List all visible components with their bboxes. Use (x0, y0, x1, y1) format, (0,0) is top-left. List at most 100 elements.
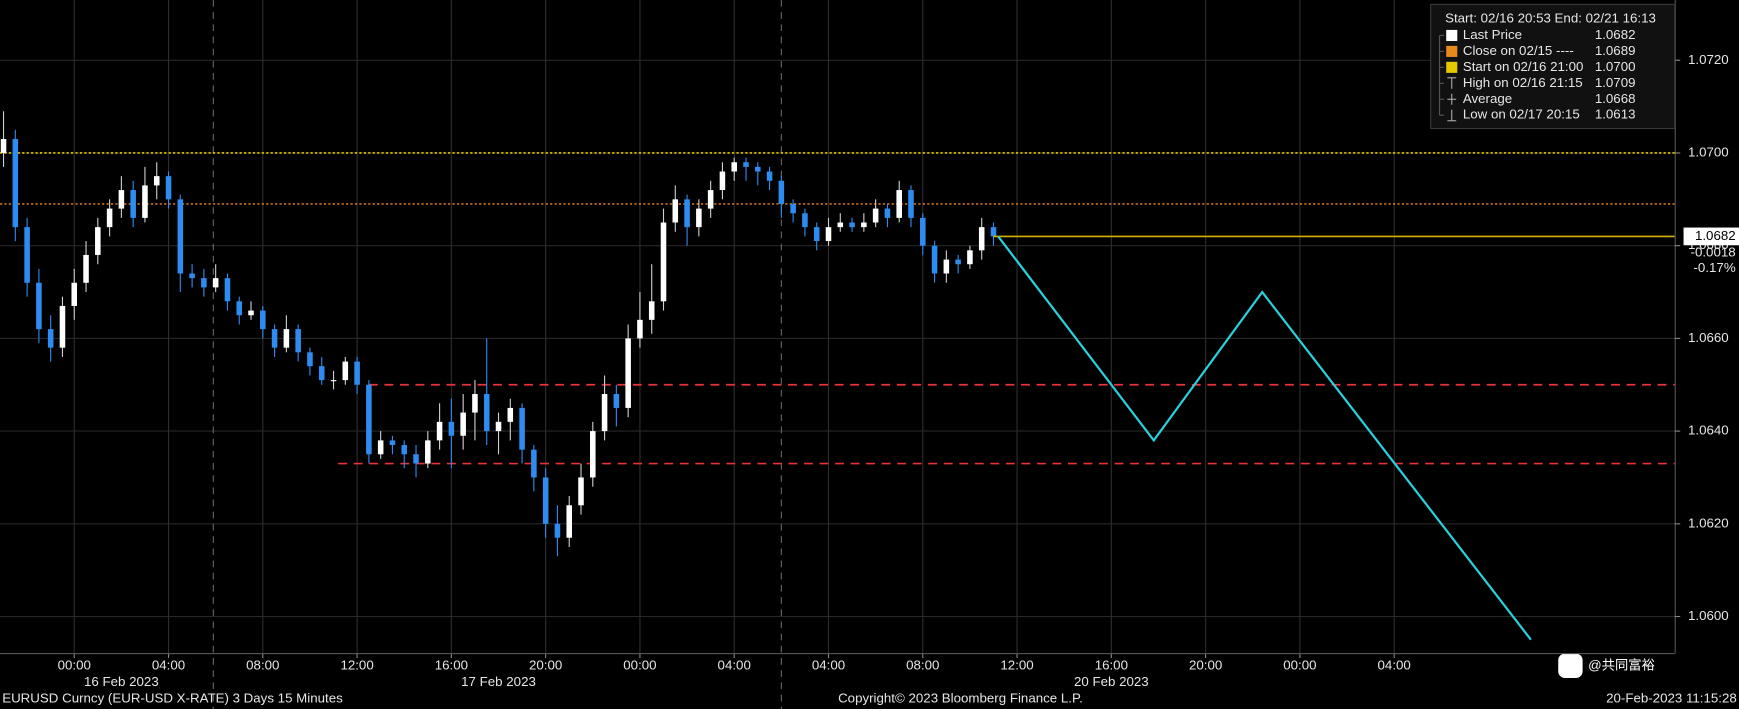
candle-body (295, 329, 301, 353)
candle-body (637, 319, 643, 339)
candle-body (601, 394, 608, 432)
candle-body (684, 199, 690, 228)
legend-swatch (1446, 29, 1458, 41)
candle-body (943, 259, 950, 274)
legend-name: Low on 02/17 20:15 (1463, 107, 1580, 122)
legend-value: 1.0668 (1595, 91, 1636, 106)
candle-body (755, 166, 761, 172)
candle-body (153, 176, 160, 186)
candle-body (519, 407, 525, 450)
candle-body (542, 477, 549, 524)
legend-name: Close on 02/15 ---- (1463, 43, 1574, 58)
x-tick-label: 00:00 (623, 657, 656, 672)
legend-name: High on 02/16 21:15 (1463, 75, 1583, 90)
candle-body (967, 250, 973, 265)
candle-body (36, 282, 42, 330)
candle-body (861, 222, 867, 228)
y-tick-label: 1.0720 (1688, 52, 1729, 67)
candle-body (625, 338, 631, 408)
candle-body (95, 227, 101, 255)
candle-body (318, 366, 325, 381)
y-tick-label: 1.0620 (1688, 515, 1729, 530)
candle-body (990, 227, 997, 237)
candle-body (648, 301, 655, 320)
right-axis-line (1674, 0, 1676, 654)
candle-body (236, 301, 243, 316)
candle-body (707, 190, 714, 209)
watermark-badge (1558, 653, 1583, 678)
candle-body (59, 305, 66, 348)
watermark: @共同富裕 (1588, 656, 1655, 672)
candle-body (837, 222, 844, 228)
legend-value: 1.0689 (1595, 43, 1636, 58)
candle-body (271, 329, 278, 348)
candle-body (578, 477, 584, 506)
candle-body (566, 505, 572, 538)
candle-body (931, 245, 938, 274)
legend-value: 1.0709 (1595, 75, 1636, 90)
candle-body (201, 278, 207, 288)
legend-header: Start: 02/16 20:53 End: 02/21 16:13 (1445, 10, 1656, 25)
candle-body (212, 278, 219, 288)
x-tick-label: 00:00 (1283, 657, 1316, 672)
legend-swatch (1446, 45, 1458, 57)
x-tick-label: 04:00 (812, 657, 845, 672)
candle-body (142, 185, 148, 218)
candle-body (849, 222, 855, 228)
candle-body (342, 361, 349, 381)
candle-body (12, 139, 19, 228)
candle-body (436, 421, 443, 441)
candle-body (978, 227, 985, 251)
candle-body (24, 227, 30, 283)
candle-body (425, 440, 431, 464)
candle-body (531, 449, 537, 478)
candle-body (908, 190, 914, 218)
candle-body (778, 180, 785, 204)
change-pct-label: -0.17% (1694, 260, 1736, 275)
candle-body (696, 208, 702, 228)
candle-body (813, 227, 820, 242)
date-label: 20 Feb 2023 (1074, 674, 1149, 689)
candle-body (118, 190, 125, 209)
candle-body (130, 190, 136, 218)
candle-body (790, 203, 796, 214)
candle-body (766, 171, 773, 181)
candle-body (672, 199, 679, 223)
footer-copyright: Copyright© 2023 Bloomberg Finance L.P. (838, 691, 1083, 706)
candle-body (71, 282, 78, 306)
x-tick-label: 08:00 (906, 657, 939, 672)
candle-body (0, 139, 7, 153)
y-tick-label: 1.0660 (1688, 330, 1729, 345)
candle-body (872, 208, 879, 223)
y-tick-label: 1.0640 (1688, 423, 1729, 438)
candle-body (731, 162, 737, 172)
candle-body (377, 440, 384, 455)
candle-body (189, 273, 195, 279)
x-tick-label: 08:00 (246, 657, 279, 672)
legend-value: 1.0700 (1595, 59, 1636, 74)
candle-body (448, 421, 455, 436)
legend-name: Last Price (1463, 27, 1522, 42)
candle-body (719, 171, 726, 191)
legend-swatch (1446, 61, 1458, 73)
candle-body (743, 162, 749, 167)
candle-body (83, 254, 89, 283)
last-price-box (1683, 227, 1739, 246)
y-tick-label: 1.0700 (1688, 144, 1729, 159)
candle-body (825, 227, 832, 242)
candle-body (955, 259, 961, 265)
candle-body (507, 407, 514, 422)
candle-body (483, 394, 490, 432)
candle-body (613, 394, 620, 408)
last-price-label: 1.0682 (1695, 228, 1736, 243)
candle-body (330, 380, 337, 382)
legend: Start: 02/16 20:53 End: 02/21 16:13 Last … (1430, 3, 1676, 130)
candle-body (177, 199, 184, 274)
candle-body (590, 431, 596, 478)
legend-name: Average (1463, 91, 1512, 106)
candle-body (106, 208, 113, 228)
candle-body (354, 361, 360, 385)
footer-timestamp: 20-Feb-2023 11:15:28 (1606, 691, 1737, 706)
candle-body (460, 412, 466, 436)
